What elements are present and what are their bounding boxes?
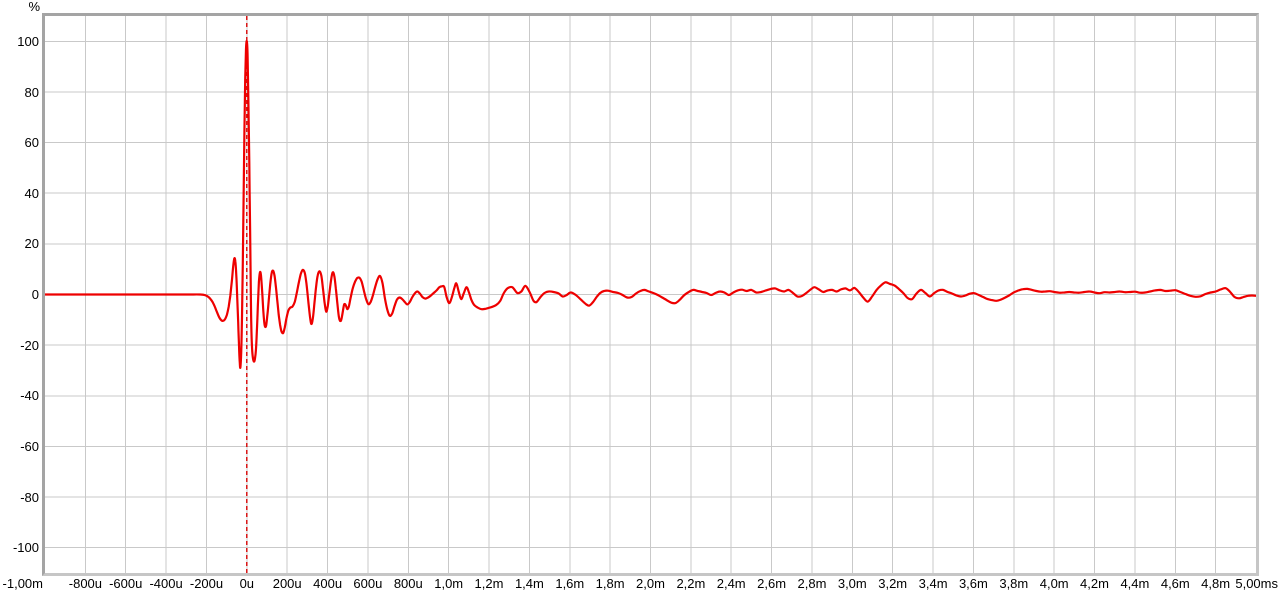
x-tick-label: 3,4m	[918, 576, 948, 591]
plot-frame	[42, 13, 1259, 576]
x-tick-label: 1,4m	[514, 576, 544, 591]
x-tick-label: -400u	[149, 576, 183, 591]
y-tick-label: 20	[24, 236, 39, 252]
x-tick-label: 1,0m	[434, 576, 464, 591]
x-tick-label: 4,2m	[1080, 576, 1109, 591]
x-tick-label: 2,2m	[676, 576, 706, 591]
x-tick-label: 1,2m	[474, 576, 504, 591]
y-tick-label: -80	[20, 489, 39, 505]
plot-canvas[interactable]	[45, 16, 1256, 573]
x-tick-label: 400u	[313, 576, 343, 591]
x-tick-label: 3,0m	[837, 576, 867, 591]
x-tick-label: 3,8m	[999, 576, 1029, 591]
x-tick-label: 4,0m	[1039, 576, 1069, 591]
x-tick-label: -1,00m	[2, 576, 43, 591]
x-tick-label: 200u	[272, 576, 302, 591]
x-tick-label: 2,6m	[757, 576, 787, 591]
y-tick-label: -20	[20, 337, 39, 353]
x-tick-label: 4,6m	[1160, 576, 1190, 591]
y-axis-unit-label: %	[28, 0, 40, 14]
x-tick-label: 3,2m	[878, 576, 908, 591]
x-tick-label: -800u	[68, 576, 103, 591]
x-tick-label: 3,6m	[958, 576, 988, 591]
y-tick-label: 80	[24, 84, 39, 100]
impulse-response-trace	[45, 39, 1256, 370]
y-tick-label: 100	[17, 33, 39, 49]
y-tick-label: -100	[12, 540, 39, 556]
x-tick-label: -600u	[109, 576, 143, 591]
x-tick-label: 4,8m	[1201, 576, 1231, 591]
x-tick-label: 4,4m	[1120, 576, 1150, 591]
x-tick-label: -200u	[189, 576, 224, 591]
x-tick-label: 2,0m	[636, 576, 665, 591]
y-tick-label: -60	[20, 438, 39, 454]
x-tick-label: 1,6m	[555, 576, 585, 591]
x-tick-label: 600u	[353, 576, 383, 591]
y-tick-label: 60	[24, 135, 39, 151]
grid-lines	[45, 16, 1256, 573]
y-tick-label: 0	[31, 287, 39, 302]
y-tick-label: 40	[24, 185, 39, 201]
x-tick-label: 5,00ms	[1235, 576, 1278, 591]
x-tick-label: 2,8m	[797, 576, 827, 591]
x-tick-label: 1,8m	[595, 576, 625, 591]
x-tick-label: 0u	[239, 576, 255, 591]
x-tick-label: 2,4m	[716, 576, 746, 591]
y-tick-label: -40	[20, 388, 39, 404]
x-tick-label: 800u	[393, 576, 423, 591]
